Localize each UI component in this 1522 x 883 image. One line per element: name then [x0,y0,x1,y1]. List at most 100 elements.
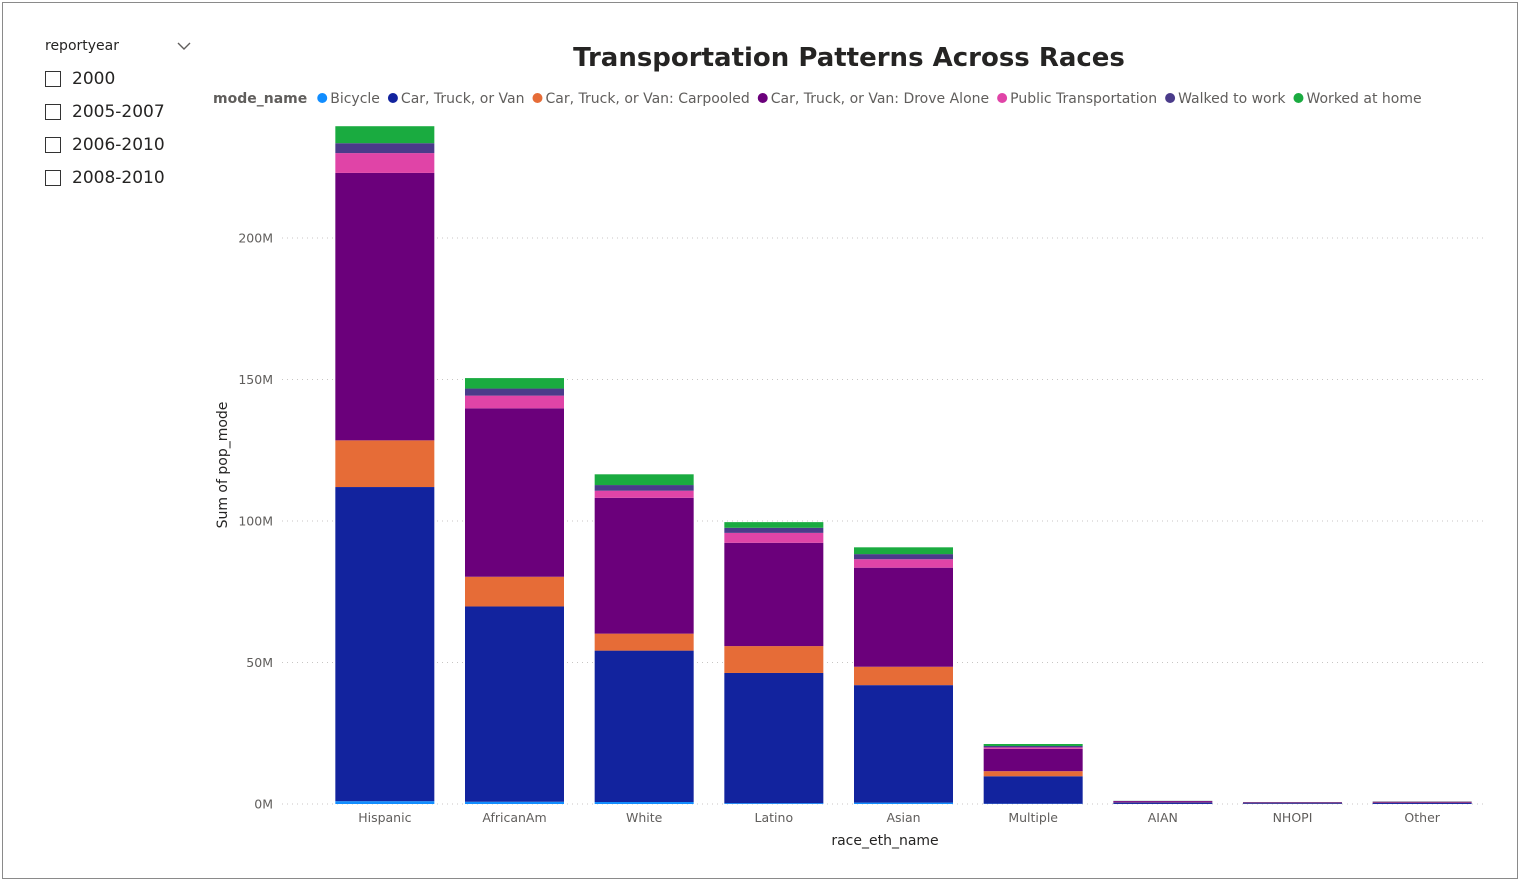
bar-segment-walked-to-work[interactable] [724,527,824,533]
bar-segment-walked-to-work[interactable] [465,388,564,396]
legend-item-bicycle[interactable]: Bicycle [317,91,380,107]
slicer-list: 2000 2005-2007 2006-2010 2008-2010 [45,62,205,194]
bar-segment-walked-to-work[interactable] [594,485,694,491]
x-tick-label: Hispanic [358,810,411,825]
bar-segment-car-truck-or-van-drove-alone[interactable] [724,542,824,647]
bar-segment-car-truck-or-van-drove-alone[interactable] [1113,801,1213,803]
bar-segment-worked-at-home[interactable] [854,547,953,555]
legend-label: Worked at home [1306,91,1421,107]
bar-segment-car-truck-or-van-drove-alone[interactable] [335,172,435,441]
slicer-item-label: 2000 [72,68,116,89]
bar-stack-nhopi[interactable] [1243,802,1342,804]
legend-item-walked-to-work[interactable]: Walked to work [1165,91,1286,107]
y-tick-label: 150M [238,372,273,387]
y-axis-title: Sum of pop_mode [215,402,231,529]
bar-segment-public-transportation[interactable] [594,490,694,498]
legend-marker [1293,93,1304,103]
legend-item-car-truck-or-van[interactable]: Car, Truck, or Van [387,91,525,107]
bar-segment-bicycle[interactable] [854,802,953,804]
bar-segment-car-truck-or-van-carpooled[interactable] [724,646,824,673]
chevron-down-icon[interactable] [176,38,192,54]
checkbox[interactable] [45,169,61,186]
bar-segment-car-truck-or-van-drove-alone[interactable] [594,497,694,634]
bar-segment-worked-at-home[interactable] [335,126,435,144]
reportyear-slicer: reportyear 2000 2005-2007 2006-2010 2008… [45,36,205,194]
bar-segment-car-truck-or-van-carpooled[interactable] [983,771,1083,777]
bar-segment-public-transportation[interactable] [465,395,564,409]
legend-marker [757,93,768,103]
legend-item-car-truck-or-van-carpooled[interactable]: Car, Truck, or Van: Carpooled [532,91,750,107]
x-tick-label: Other [1404,810,1440,825]
bar-segment-walked-to-work[interactable] [983,745,1083,748]
bars [335,126,1472,804]
bar-segment-car-truck-or-van[interactable] [335,487,435,802]
legend-label: Car, Truck, or Van: Carpooled [545,91,749,107]
legend-item-public-transportation[interactable]: Public Transportation [997,91,1157,107]
bar-stack-aian[interactable] [1113,800,1213,804]
y-tick-label: 50M [246,655,273,670]
slicer-item-label: 2005-2007 [72,101,165,122]
slicer-item-2008-2010[interactable]: 2008-2010 [45,161,205,194]
bar-stack-hispanic[interactable] [335,126,435,804]
bar-segment-bicycle[interactable] [465,801,564,804]
bar-segment-car-truck-or-van[interactable] [1372,802,1472,804]
bar-segment-car-truck-or-van-drove-alone[interactable] [1243,802,1342,803]
bar-segment-car-truck-or-van[interactable] [594,650,694,803]
checkbox[interactable] [45,103,61,120]
legend-marker [997,93,1008,103]
bar-segment-worked-at-home[interactable] [465,378,564,389]
bar-stack-africanam[interactable] [465,378,564,804]
checkbox[interactable] [45,70,61,87]
bar-segment-car-truck-or-van-drove-alone[interactable] [983,748,1083,772]
slicer-item-2000[interactable]: 2000 [45,62,205,95]
bar-segment-car-truck-or-van[interactable] [983,776,1083,804]
legend-item-worked-at-home[interactable]: Worked at home [1293,91,1422,107]
slicer-item-label: 2008-2010 [72,167,165,188]
legend-label: Public Transportation [1010,91,1157,107]
x-tick-label: Asian [886,810,920,825]
bar-segment-car-truck-or-van[interactable] [1243,803,1342,804]
bar-stack-asian[interactable] [854,547,953,804]
legend-label: Car, Truck, or Van: Drove Alone [771,91,989,107]
legend-marker [1165,93,1176,103]
bar-segment-car-truck-or-van-drove-alone[interactable] [465,408,564,577]
slicer-item-2005-2007[interactable]: 2005-2007 [45,95,205,128]
bar-segment-public-transportation[interactable] [724,532,824,543]
legend-label: Car, Truck, or Van [401,91,525,107]
slicer-item-label: 2006-2010 [72,134,165,155]
bar-stack-multiple[interactable] [983,744,1083,804]
bar-segment-public-transportation[interactable] [983,747,1083,749]
bar-segment-bicycle[interactable] [594,802,694,804]
slicer-title: reportyear [45,38,119,54]
bar-segment-car-truck-or-van-drove-alone[interactable] [1372,801,1472,803]
bar-segment-car-truck-or-van[interactable] [465,606,564,802]
bar-segment-worked-at-home[interactable] [983,744,1083,746]
bar-segment-car-truck-or-van-carpooled[interactable] [854,666,953,686]
bar-stack-white[interactable] [594,474,694,804]
bar-segment-walked-to-work[interactable] [854,554,953,560]
chart-title: Transportation Patterns Across Races [573,43,1125,73]
bar-segment-car-truck-or-van-carpooled[interactable] [465,576,564,607]
bar-segment-car-truck-or-van-carpooled[interactable] [335,440,435,488]
x-axis: Hispanic AfricanAm White Latino Asian Multipl… [358,810,1441,825]
legend-label: Walked to work [1178,91,1286,107]
bar-stack-latino[interactable] [724,522,824,804]
bar-stack-other[interactable] [1372,801,1472,804]
bar-segment-car-truck-or-van[interactable] [724,672,824,804]
bar-segment-public-transportation[interactable] [854,559,953,568]
bar-segment-bicycle[interactable] [335,801,435,804]
legend-item-car-truck-or-van-drove-alone[interactable]: Car, Truck, or Van: Drove Alone [757,91,989,107]
legend-marker [317,93,328,103]
bar-segment-car-truck-or-van-carpooled[interactable] [594,633,694,651]
checkbox[interactable] [45,136,61,153]
x-tick-label: NHOPI [1273,810,1313,825]
bar-segment-public-transportation[interactable] [335,153,435,173]
bar-segment-walked-to-work[interactable] [335,143,435,154]
slicer-item-2006-2010[interactable]: 2006-2010 [45,128,205,161]
bar-segment-car-truck-or-van[interactable] [1113,802,1213,804]
bar-segment-car-truck-or-van-drove-alone[interactable] [854,567,953,667]
bar-segment-worked-at-home[interactable] [594,474,694,486]
bar-segment-worked-at-home[interactable] [724,522,824,528]
bar-segment-car-truck-or-van[interactable] [854,685,953,803]
bar-segment-bicycle[interactable] [724,803,824,804]
